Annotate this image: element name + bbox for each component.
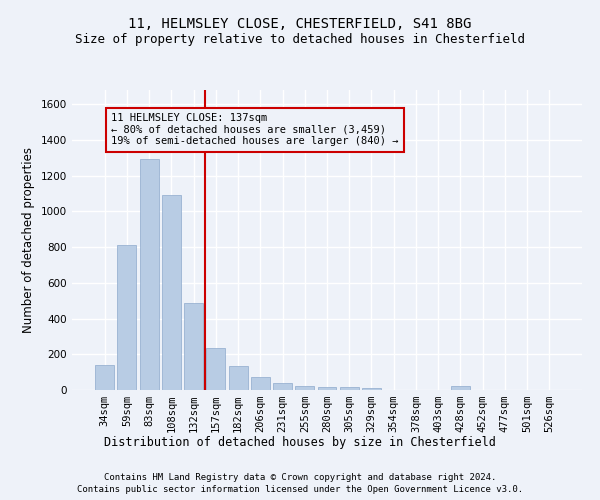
Text: 11, HELMSLEY CLOSE, CHESTERFIELD, S41 8BG: 11, HELMSLEY CLOSE, CHESTERFIELD, S41 8B… — [128, 18, 472, 32]
Text: Contains public sector information licensed under the Open Government Licence v3: Contains public sector information licen… — [77, 486, 523, 494]
Bar — [295, 386, 314, 390]
Bar — [273, 382, 292, 390]
Text: Contains HM Land Registry data © Crown copyright and database right 2024.: Contains HM Land Registry data © Crown c… — [104, 473, 496, 482]
Bar — [229, 366, 248, 390]
Bar — [340, 388, 359, 390]
Text: Distribution of detached houses by size in Chesterfield: Distribution of detached houses by size … — [104, 436, 496, 449]
Bar — [95, 365, 114, 390]
Bar — [362, 388, 381, 390]
Text: 11 HELMSLEY CLOSE: 137sqm
← 80% of detached houses are smaller (3,459)
19% of se: 11 HELMSLEY CLOSE: 137sqm ← 80% of detac… — [112, 113, 399, 146]
Text: Size of property relative to detached houses in Chesterfield: Size of property relative to detached ho… — [75, 32, 525, 46]
Bar — [451, 386, 470, 390]
Y-axis label: Number of detached properties: Number of detached properties — [22, 147, 35, 333]
Bar — [206, 348, 225, 390]
Bar — [251, 376, 270, 390]
Bar — [162, 196, 181, 390]
Bar — [184, 302, 203, 390]
Bar — [118, 246, 136, 390]
Bar — [140, 159, 158, 390]
Bar — [317, 387, 337, 390]
